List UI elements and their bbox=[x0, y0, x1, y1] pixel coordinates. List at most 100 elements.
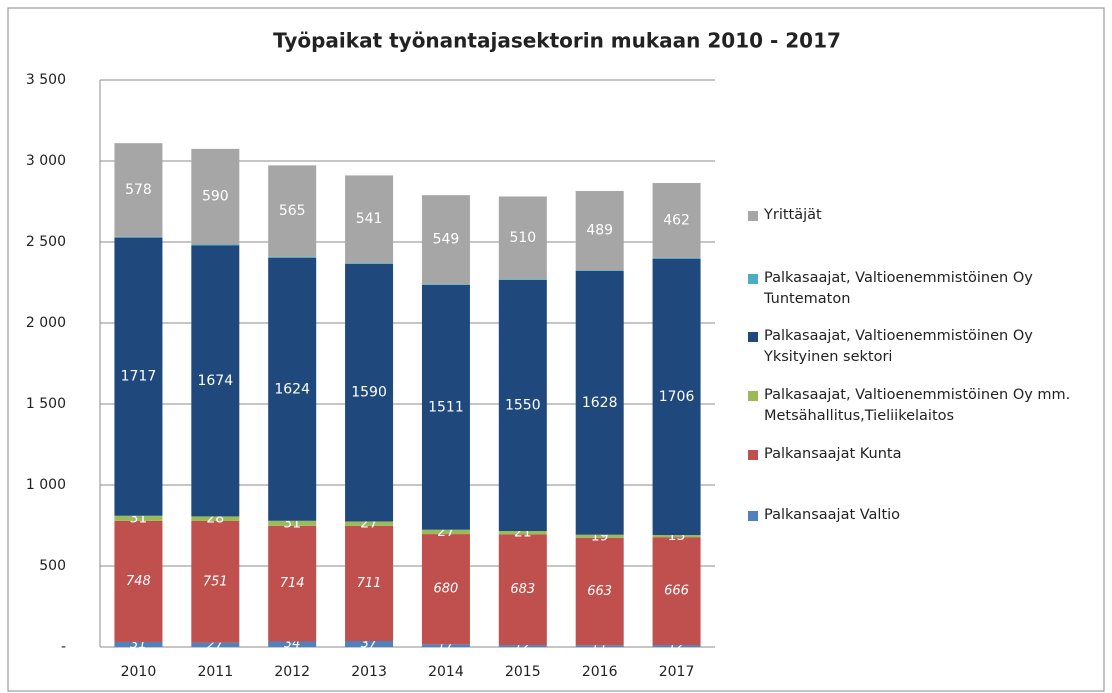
legend-label: Yrittäjät bbox=[764, 207, 822, 223]
bar-segment bbox=[652, 535, 701, 538]
bar-segment bbox=[268, 641, 317, 647]
bar-segment bbox=[114, 236, 163, 238]
bar-segment bbox=[191, 516, 240, 521]
data-label: 1511 bbox=[428, 399, 464, 415]
bar-segment bbox=[421, 284, 470, 285]
bar-segment bbox=[114, 520, 163, 642]
data-label: 751 bbox=[203, 574, 228, 589]
data-label: 489 bbox=[586, 223, 613, 239]
bar-segment bbox=[191, 244, 240, 246]
chart-title: Työpaikat työnantajasektorin mukaan 2010… bbox=[273, 29, 841, 53]
data-label: 578 bbox=[125, 182, 152, 198]
data-label: 666 bbox=[664, 584, 689, 599]
bar-segment bbox=[345, 263, 394, 522]
bar-segment bbox=[575, 534, 624, 538]
data-label: 1624 bbox=[274, 381, 310, 397]
y-tick-label: 500 bbox=[39, 558, 66, 574]
x-tick-label: 2011 bbox=[197, 664, 233, 680]
bar-segment bbox=[114, 237, 163, 516]
bar-segment bbox=[268, 257, 317, 521]
legend-swatch bbox=[748, 450, 758, 460]
bar-segment bbox=[575, 270, 624, 535]
bar-segment bbox=[652, 183, 701, 258]
bar-segment bbox=[575, 645, 624, 647]
bar-segment bbox=[114, 515, 163, 521]
data-label: 510 bbox=[509, 230, 536, 246]
legend-item: Palkansaajat Kunta bbox=[748, 444, 1093, 465]
bar-segment bbox=[421, 284, 470, 530]
data-label: 590 bbox=[202, 189, 229, 205]
bar-segment bbox=[345, 641, 394, 647]
x-tick-label: 2014 bbox=[428, 664, 464, 680]
y-tick-label: 2 000 bbox=[26, 315, 66, 331]
bar-segment bbox=[652, 537, 701, 646]
data-label: 663 bbox=[587, 584, 612, 599]
legend-item: Palkansaajat Valtio bbox=[748, 505, 1093, 526]
legend-label: Palkansaajat Valtio bbox=[764, 507, 901, 523]
legend-item: Palkasaajat, Valtioenemmistöinen Oy Tunt… bbox=[748, 268, 1093, 310]
bar-segment bbox=[498, 279, 547, 280]
bar-segment bbox=[421, 644, 470, 647]
x-tick-label: 2013 bbox=[351, 664, 387, 680]
data-label: 549 bbox=[433, 232, 460, 248]
y-tick-label: 3 500 bbox=[26, 72, 66, 88]
y-tick-label: 3 000 bbox=[26, 153, 66, 169]
bar-segment bbox=[421, 534, 470, 645]
x-tick-label: 2012 bbox=[274, 664, 310, 680]
legend-label: Palkasaajat, Valtioenemmistöinen Oy Yksi… bbox=[764, 328, 1033, 365]
bar-segment bbox=[498, 534, 547, 646]
y-tick-label: 1 000 bbox=[26, 477, 66, 493]
legend-label: Palkasaajat, Valtioenemmistöinen Oy Tunt… bbox=[764, 270, 1033, 307]
bar-segment bbox=[191, 148, 240, 245]
legend-swatch bbox=[748, 511, 758, 521]
bar-segment bbox=[345, 521, 394, 526]
data-label: 711 bbox=[357, 576, 382, 591]
bar-segment bbox=[114, 641, 163, 647]
bar-segment bbox=[268, 256, 317, 258]
bar-segment bbox=[498, 196, 547, 280]
legend-item: Palkasaajat, Valtioenemmistöinen Oy Yksi… bbox=[748, 326, 1093, 368]
bar-segment bbox=[191, 245, 240, 517]
y-tick-label: 2 500 bbox=[26, 234, 66, 250]
data-label: 1674 bbox=[197, 373, 233, 389]
data-label: 541 bbox=[356, 211, 383, 227]
bar-segment bbox=[268, 520, 317, 526]
bar-segment bbox=[652, 645, 701, 647]
bar-segment bbox=[345, 263, 394, 264]
bar-segment bbox=[575, 190, 624, 271]
data-label: 714 bbox=[280, 576, 305, 591]
x-tick-label: 2016 bbox=[582, 664, 618, 680]
data-label: 683 bbox=[510, 582, 535, 597]
bar-segment bbox=[191, 520, 240, 643]
bar-segment bbox=[268, 525, 317, 642]
legend-item: Yrittäjät bbox=[748, 205, 1093, 226]
frame bbox=[7, 7, 1105, 692]
legend-swatch bbox=[748, 391, 758, 401]
y-tick-label: - bbox=[61, 639, 66, 655]
legend-label: Palkansaajat Kunta bbox=[764, 446, 902, 462]
data-label: 1590 bbox=[351, 385, 387, 401]
bar-segment bbox=[421, 195, 470, 285]
bar-segment bbox=[652, 257, 701, 259]
bar-segment bbox=[498, 279, 547, 532]
bar-segment bbox=[421, 529, 470, 535]
bar-segment bbox=[345, 525, 394, 642]
bar-segment bbox=[575, 270, 624, 271]
data-label: 748 bbox=[126, 574, 151, 589]
bar-segment bbox=[114, 143, 163, 237]
legend-swatch bbox=[748, 332, 758, 342]
data-label: 565 bbox=[279, 203, 306, 219]
legend-swatch bbox=[748, 274, 758, 284]
data-label: 1550 bbox=[505, 397, 541, 413]
bar-segment bbox=[575, 537, 624, 646]
bar-segment bbox=[345, 175, 394, 264]
bar-segment bbox=[268, 165, 317, 257]
x-tick-label: 2017 bbox=[659, 664, 695, 680]
bar-segment bbox=[498, 531, 547, 535]
data-label: 1717 bbox=[121, 369, 157, 385]
x-tick-label: 2015 bbox=[505, 664, 541, 680]
legend-swatch bbox=[748, 211, 758, 221]
data-label: 1628 bbox=[582, 395, 618, 411]
